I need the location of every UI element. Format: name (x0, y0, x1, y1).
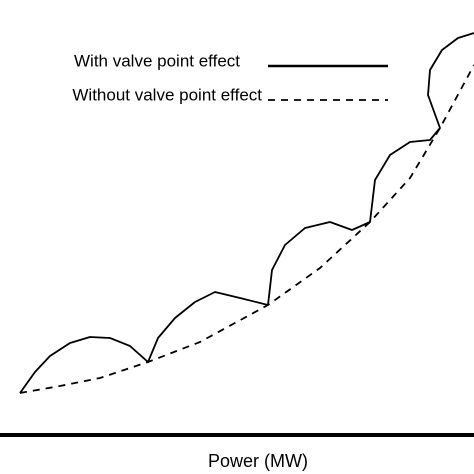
legend-label: Without valve point effect (72, 85, 262, 104)
series-line (19, 32, 474, 394)
x-axis-label: Power (MW) (208, 451, 308, 471)
legend-label: With valve point effect (74, 51, 240, 70)
series-line (19, 64, 474, 394)
